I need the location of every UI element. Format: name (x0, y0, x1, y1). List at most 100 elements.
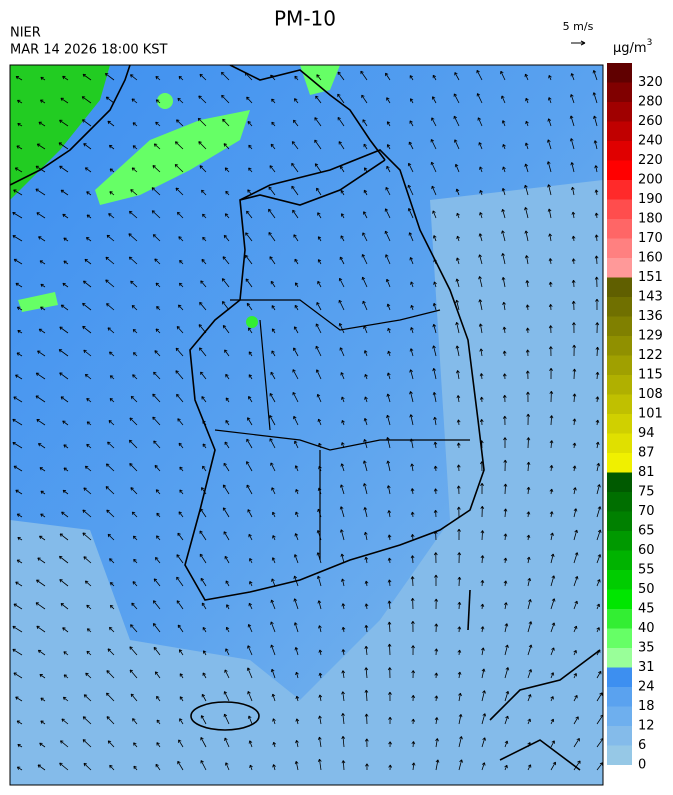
wind-arrow (527, 764, 532, 771)
wind-arrow (156, 512, 161, 518)
wind-arrow (175, 187, 184, 196)
wind-arrow (364, 556, 369, 564)
wind-arrow (16, 352, 23, 357)
wind-arrow (315, 345, 322, 357)
wind-arrow (82, 532, 92, 541)
wind-arrow (109, 398, 115, 403)
unit-text: μg/m (613, 41, 647, 56)
wind-arrow (129, 669, 138, 679)
wind-arrow (129, 417, 138, 426)
wind-arrow (386, 485, 391, 495)
wind-arrow (272, 741, 277, 748)
wind-arrow (502, 415, 507, 426)
wind-arrow (86, 191, 92, 196)
wind-arrow (130, 395, 138, 403)
field-green-d (18, 292, 58, 312)
wind-arrow (318, 672, 323, 679)
legend-label: 122 (638, 348, 663, 363)
wind-arrow (573, 649, 577, 656)
wind-arrow (526, 534, 531, 541)
wind-arrow (573, 760, 581, 771)
wind-arrow (314, 117, 322, 127)
legend-label: 101 (638, 407, 663, 422)
wind-arrow (525, 304, 530, 311)
wind-arrow (364, 373, 368, 380)
wind-arrow (433, 509, 438, 518)
wind-arrow (292, 119, 299, 127)
wind-arrow (132, 352, 138, 357)
wind-arrow (294, 304, 299, 311)
wind-arrow (550, 761, 557, 771)
wind-arrow (199, 301, 207, 311)
wind-arrow (294, 465, 299, 472)
wind-arrow (153, 371, 161, 380)
wind-arrow (107, 441, 115, 449)
wind-arrow (108, 213, 115, 219)
wind-arrow (248, 602, 253, 610)
wind-arrow (549, 465, 554, 472)
wind-arrow (201, 189, 207, 196)
wind-arrow (40, 513, 46, 518)
wind-arrow (40, 490, 46, 495)
wind-arrow (502, 166, 506, 173)
wind-arrow (105, 256, 115, 265)
wind-arrow (363, 531, 368, 541)
wind-arrow (178, 442, 184, 449)
wind-arrow (361, 254, 368, 265)
wind-arrow (176, 119, 184, 127)
wind-arrow (431, 117, 437, 127)
wind-arrow (455, 321, 460, 334)
coast-jeju (190, 701, 260, 731)
wind-arrow (596, 603, 601, 610)
wind-arrow (503, 557, 508, 564)
wind-arrow (546, 161, 552, 173)
legend-swatch (607, 102, 632, 122)
legend-swatch (607, 199, 632, 219)
unit-sup: 3 (647, 38, 653, 48)
wind-arrow (569, 138, 575, 150)
wind-arrow (433, 416, 437, 426)
wind-arrow (340, 372, 345, 380)
wind-arrow (246, 302, 253, 311)
wind-arrow (317, 236, 322, 242)
wind-arrow (386, 303, 391, 311)
wind-arrow (573, 508, 578, 518)
wind-arrow (272, 764, 276, 771)
wind-arrow (340, 484, 345, 495)
legend-label: 18 (638, 699, 655, 714)
wind-arrow (62, 627, 69, 633)
wind-arrow (386, 414, 391, 426)
wind-arrow (573, 552, 579, 564)
legend-label: 75 (638, 485, 655, 500)
wind-arrow (431, 96, 437, 104)
wind-arrow (455, 345, 460, 357)
legend-label: 55 (638, 563, 655, 578)
wind-arrow (202, 672, 207, 679)
wind-arrow (13, 465, 23, 472)
wind-arrow (15, 76, 23, 81)
wind-arrow (108, 144, 115, 150)
wind-arrow (223, 143, 230, 150)
wind-arrow (129, 74, 138, 81)
wind-arrow (526, 437, 531, 449)
wind-arrow (16, 720, 23, 725)
wind-arrow (527, 644, 533, 656)
legend-label: 129 (638, 329, 663, 344)
wind-arrow (434, 574, 438, 587)
wind-arrow (61, 511, 69, 518)
wind-arrow (133, 742, 138, 748)
wind-arrow (36, 419, 46, 426)
wind-arrow (318, 694, 323, 702)
wind-arrow (178, 739, 184, 748)
wind-arrow (63, 651, 69, 656)
wind-arrow (315, 369, 322, 380)
wind-arrow (479, 348, 484, 357)
wind-arrow (527, 669, 533, 679)
wind-arrow (249, 558, 253, 564)
wind-arrow (293, 622, 299, 633)
wind-arrow (549, 367, 553, 380)
wind-arrow (81, 96, 92, 104)
coast-south-korea (184, 149, 485, 601)
wind-arrow (107, 740, 115, 748)
wind-arrow (131, 602, 138, 610)
